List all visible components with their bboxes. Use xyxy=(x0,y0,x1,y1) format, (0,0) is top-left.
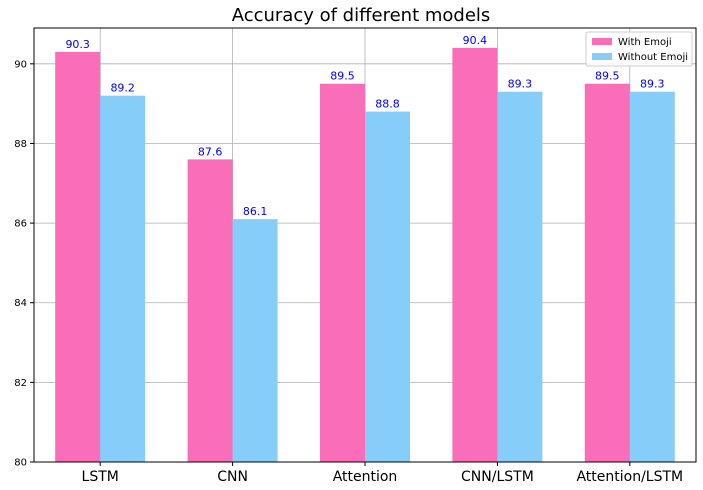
x-axis: LSTM CNN Attention CNN/LSTM Attention/LSTM xyxy=(82,462,683,485)
legend-swatch xyxy=(592,38,612,45)
x-tick-label: LSTM xyxy=(82,469,119,485)
bar xyxy=(55,51,101,463)
x-tick-label: CNN/LSTM xyxy=(461,469,534,485)
bar xyxy=(584,83,630,463)
bar-value-label: 86.1 xyxy=(243,205,268,218)
y-tick-label: 88 xyxy=(14,139,27,150)
bar-value-label: 89.5 xyxy=(595,70,620,83)
bar-value-label: 89.2 xyxy=(110,82,135,95)
bar-value-label: 87.6 xyxy=(198,145,223,158)
y-tick-label: 80 xyxy=(14,458,27,469)
bar xyxy=(320,83,365,463)
bar-value-label: 90.4 xyxy=(463,34,488,47)
legend-swatch xyxy=(592,53,612,60)
legend-label: Without Emoji xyxy=(618,52,688,63)
bar xyxy=(232,219,278,462)
bar xyxy=(497,91,543,462)
legend: With Emoji Without Emoji xyxy=(585,31,693,67)
x-tick-label: CNN xyxy=(217,469,248,485)
bar-value-label: 89.3 xyxy=(508,78,533,91)
x-tick-label: Attention xyxy=(333,469,398,485)
legend-label: With Emoji xyxy=(618,37,672,48)
y-tick-label: 86 xyxy=(14,219,27,230)
chart-title: Accuracy of different models xyxy=(232,5,491,26)
y-tick-label: 90 xyxy=(14,59,27,70)
bar xyxy=(100,95,146,462)
x-tick-label: Attention/LSTM xyxy=(576,469,683,485)
bar xyxy=(629,91,675,462)
y-tick-label: 84 xyxy=(14,298,27,309)
bar-value-labels: 90.3 89.2 87.6 86.1 89.5 88.8 90.4 89.3 89.5 89.3 xyxy=(65,34,664,218)
y-tick-label: 82 xyxy=(14,378,27,389)
legend-box xyxy=(585,31,693,67)
bar-value-label: 90.3 xyxy=(65,38,90,51)
bar xyxy=(365,111,410,462)
bar-value-label: 89.5 xyxy=(330,70,355,83)
bar-value-label: 89.3 xyxy=(640,78,665,91)
y-axis: 80 82 84 86 88 90 xyxy=(14,59,34,469)
bar xyxy=(187,159,233,462)
bars xyxy=(55,47,675,463)
bar xyxy=(452,47,498,462)
bar-value-label: 88.8 xyxy=(375,98,400,111)
